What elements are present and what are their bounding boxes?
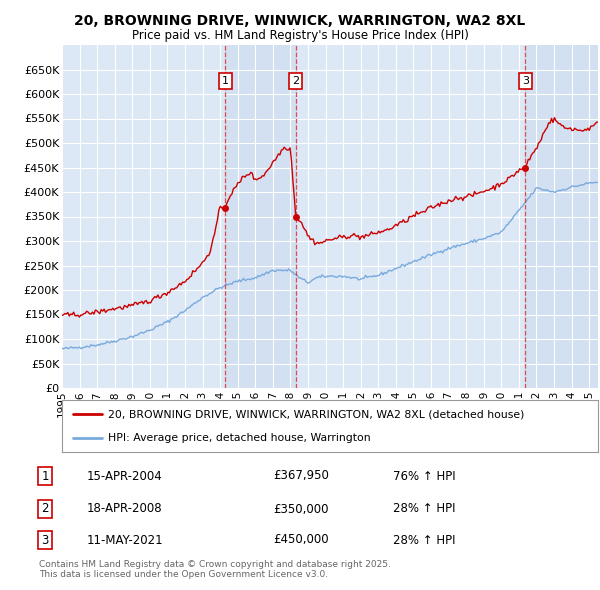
Text: 28% ↑ HPI: 28% ↑ HPI	[393, 533, 455, 546]
Text: 20, BROWNING DRIVE, WINWICK, WARRINGTON, WA2 8XL: 20, BROWNING DRIVE, WINWICK, WARRINGTON,…	[74, 14, 526, 28]
Text: Contains HM Land Registry data © Crown copyright and database right 2025.
This d: Contains HM Land Registry data © Crown c…	[39, 560, 391, 579]
Text: 1: 1	[41, 470, 49, 483]
Text: 1: 1	[222, 76, 229, 86]
Text: £367,950: £367,950	[273, 470, 329, 483]
Text: £450,000: £450,000	[273, 533, 329, 546]
Text: 18-APR-2008: 18-APR-2008	[87, 503, 163, 516]
Text: 15-APR-2004: 15-APR-2004	[87, 470, 163, 483]
Text: 3: 3	[522, 76, 529, 86]
Text: 20, BROWNING DRIVE, WINWICK, WARRINGTON, WA2 8XL (detached house): 20, BROWNING DRIVE, WINWICK, WARRINGTON,…	[107, 409, 524, 419]
Text: 28% ↑ HPI: 28% ↑ HPI	[393, 503, 455, 516]
Text: 2: 2	[41, 503, 49, 516]
Text: 11-MAY-2021: 11-MAY-2021	[87, 533, 164, 546]
Bar	[525, 45, 598, 388]
Text: Price paid vs. HM Land Registry's House Price Index (HPI): Price paid vs. HM Land Registry's House …	[131, 30, 469, 42]
Text: HPI: Average price, detached house, Warrington: HPI: Average price, detached house, Warr…	[107, 434, 370, 444]
Text: 3: 3	[41, 533, 49, 546]
Text: £350,000: £350,000	[273, 503, 329, 516]
Text: 2: 2	[292, 76, 299, 86]
Bar	[225, 45, 296, 388]
Text: 76% ↑ HPI: 76% ↑ HPI	[393, 470, 455, 483]
